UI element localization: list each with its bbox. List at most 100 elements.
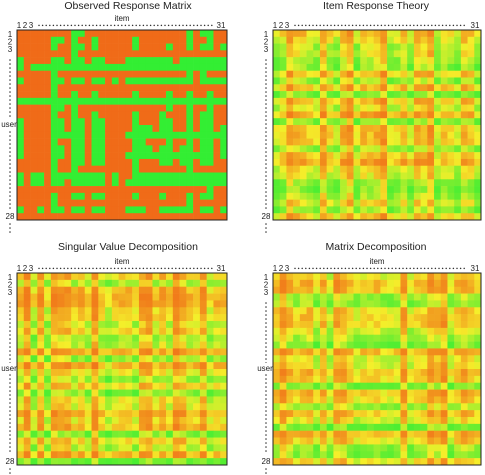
heatmap-cell: [152, 206, 160, 214]
heatmap-cell: [132, 104, 140, 112]
heatmap-cell: [77, 84, 86, 92]
heatmap-cell: [353, 327, 361, 336]
heatmap-cell: [132, 389, 140, 397]
heatmap-cell: [393, 458, 401, 466]
heatmap-cell: [84, 179, 92, 187]
plot-frame: [272, 29, 482, 221]
heatmap-cell: [340, 131, 348, 139]
heatmap-cell: [118, 458, 126, 466]
heatmap-cell: [286, 382, 294, 390]
heatmap-cell: [447, 125, 455, 133]
heatmap-cell: [71, 111, 79, 119]
heatmap-cell: [57, 437, 65, 445]
heatmap-cell: [380, 355, 388, 363]
heatmap-cell: [77, 50, 86, 58]
heatmap-cell: [179, 286, 187, 294]
heatmap-cell: [77, 213, 86, 221]
heatmap-cell: [286, 84, 294, 92]
heatmap-cell: [474, 91, 482, 99]
heatmap-cell: [111, 77, 119, 85]
heatmap-cell: [460, 410, 468, 418]
heatmap-cell: [427, 314, 435, 322]
heatmap-cell: [346, 300, 354, 308]
heatmap-cell: [293, 307, 301, 315]
heatmap-cell: [172, 300, 180, 308]
heatmap-cell: [293, 125, 301, 133]
heatmap-cell: [84, 158, 92, 167]
heatmap-cell: [17, 334, 25, 342]
heatmap-cell: [279, 279, 287, 288]
heatmap-cell: [166, 444, 174, 452]
heatmap-cell: [37, 355, 45, 363]
heatmap-cell: [17, 369, 25, 377]
heatmap-cell: [326, 321, 334, 329]
heatmap-cell: [199, 104, 207, 112]
x-axis-ellipsis-dot: [99, 267, 101, 270]
heatmap-cell: [145, 131, 153, 139]
heatmap-cell: [166, 84, 174, 92]
heatmap-cell: [427, 77, 435, 85]
heatmap-cell: [340, 199, 348, 207]
heatmap-cell: [454, 206, 462, 214]
heatmap-cell: [279, 348, 287, 356]
heatmap-cell: [64, 77, 72, 85]
heatmap-cell: [440, 125, 448, 133]
heatmap-cell: [413, 131, 421, 139]
heatmap-cell: [57, 375, 65, 384]
heatmap-cell: [273, 300, 281, 308]
heatmap-cell: [333, 382, 341, 390]
heatmap-cell: [37, 131, 45, 139]
heatmap-cell: [125, 36, 133, 44]
heatmap-cell: [71, 451, 79, 459]
heatmap-cell: [447, 348, 455, 356]
heatmap-cell: [125, 131, 133, 139]
heatmap-cell: [454, 348, 462, 356]
heatmap-cell: [64, 43, 72, 51]
heatmap-cell: [366, 273, 374, 281]
heatmap-cell: [387, 307, 395, 315]
heatmap-cell: [353, 172, 361, 180]
heatmap-cell: [400, 437, 408, 445]
heatmap-cell: [299, 348, 307, 356]
heatmap-cell: [326, 97, 334, 105]
heatmap-cell: [37, 430, 45, 438]
heatmap-cell: [306, 430, 314, 438]
heatmap-cell: [440, 369, 448, 377]
heatmap-cell: [393, 348, 401, 356]
heatmap-cell: [77, 70, 86, 78]
x-tick-label: 3: [285, 21, 290, 30]
heatmap-cell: [98, 213, 106, 221]
heatmap-cell: [84, 273, 92, 281]
heatmap-cell: [98, 375, 106, 384]
y-axis-ellipsis-dot: [9, 442, 11, 444]
heatmap-cell: [105, 410, 113, 418]
x-axis-ellipsis-dot: [323, 24, 325, 27]
heatmap-cell: [299, 403, 307, 411]
heatmap-cell: [44, 125, 52, 133]
heatmap-cell: [346, 382, 354, 390]
heatmap-cell: [220, 273, 228, 281]
heatmap-cell: [427, 300, 435, 308]
heatmap-cell: [98, 97, 106, 105]
heatmap-cell: [145, 273, 153, 281]
x-axis-ellipsis-dot: [99, 24, 101, 27]
heatmap-cell: [206, 293, 214, 301]
heatmap-cell: [30, 327, 38, 336]
heatmap-cell: [105, 286, 113, 294]
y-axis-ellipsis-dot: [9, 350, 11, 352]
heatmap-cell: [199, 355, 207, 363]
heatmap-cell: [380, 213, 388, 221]
heatmap-cell: [220, 355, 228, 363]
heatmap-cell: [326, 382, 334, 390]
heatmap-cell: [313, 77, 321, 85]
heatmap-cell: [427, 63, 435, 72]
heatmap-cell: [273, 314, 281, 322]
heatmap-cell: [84, 145, 92, 153]
heatmap-cell: [220, 307, 228, 315]
heatmap-cell: [340, 273, 348, 281]
heatmap-cell: [105, 145, 113, 153]
heatmap-cell: [77, 152, 86, 160]
heatmap-cell: [319, 213, 327, 221]
heatmap-cell: [333, 430, 341, 438]
heatmap-cell: [37, 199, 45, 207]
